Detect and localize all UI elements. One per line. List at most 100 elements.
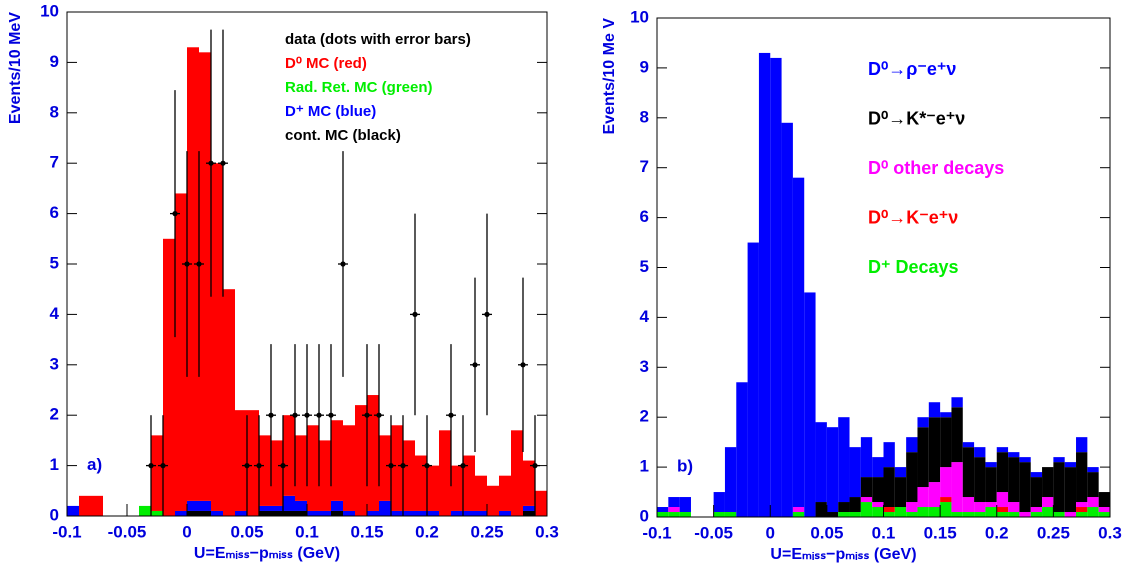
- histogram-bar: [906, 437, 918, 453]
- histogram-bar: [475, 475, 487, 511]
- histogram-bar: [781, 122, 793, 517]
- y-tick-label: 3: [50, 354, 59, 373]
- data-point: [160, 463, 166, 469]
- histogram-bar: [1053, 462, 1065, 513]
- histogram-bar: [1076, 452, 1088, 503]
- histogram-bar: [427, 510, 439, 516]
- histogram-bar: [1008, 457, 1020, 503]
- x-tick-label: 0.25: [1037, 523, 1070, 542]
- x-tick-label: 0.3: [1098, 523, 1122, 542]
- histogram-bar: [883, 507, 895, 513]
- data-point: [220, 160, 226, 166]
- histogram-bar: [951, 462, 963, 513]
- histogram-bar: [1087, 507, 1099, 517]
- histogram-bar: [283, 510, 295, 516]
- histogram-bar: [199, 52, 211, 501]
- histogram-bar: [403, 510, 415, 516]
- histogram-bar: [985, 502, 997, 508]
- histogram-bar: [872, 457, 884, 478]
- histogram-bar: [736, 382, 748, 517]
- histogram-bar: [403, 440, 415, 511]
- histogram-bar: [1064, 512, 1077, 517]
- histogram-bar: [917, 427, 929, 488]
- histogram-bar: [259, 435, 271, 506]
- histogram-bar: [427, 465, 439, 511]
- y-tick-label: 8: [50, 102, 59, 121]
- histogram-bar: [894, 467, 907, 478]
- histogram-bar: [849, 447, 861, 498]
- histogram-bar: [1019, 462, 1031, 513]
- histogram-bar: [668, 507, 680, 513]
- y-tick-label: 1: [640, 457, 649, 476]
- x-tick-label: 0.1: [872, 523, 896, 542]
- histogram-bar: [883, 512, 895, 517]
- histogram-bar: [463, 455, 475, 511]
- histogram-bar: [1008, 502, 1020, 513]
- histogram-bar: [657, 507, 669, 513]
- histogram-bar: [1076, 437, 1088, 453]
- histogram-bar: [295, 500, 307, 511]
- histogram-bar: [331, 420, 343, 501]
- data-point: [196, 261, 202, 267]
- legend-entry: Rad. Ret. MC (green): [285, 79, 433, 96]
- histogram-bar: [451, 510, 463, 516]
- histogram-bar: [917, 487, 929, 508]
- histogram-bar: [951, 512, 963, 517]
- histogram-bar: [770, 57, 782, 518]
- histogram-bar: [940, 497, 952, 503]
- panel-label: b): [677, 457, 693, 476]
- histogram-bar: [187, 47, 199, 501]
- histogram-bar: [747, 242, 759, 518]
- x-tick-label: -0.1: [642, 523, 671, 542]
- histogram-bar: [940, 467, 952, 498]
- histogram-bar: [295, 510, 307, 516]
- histogram-bar: [367, 510, 379, 516]
- legend-entry: D⁺ Decays: [868, 257, 959, 277]
- histogram-bar: [883, 467, 895, 508]
- data-point: [148, 463, 154, 469]
- x-tick-label: -0.05: [694, 523, 733, 542]
- legend-entry: D⁰ other decays: [868, 158, 1004, 178]
- histogram-bar: [679, 512, 691, 517]
- x-tick-label: 0: [766, 523, 775, 542]
- y-tick-label: 2: [50, 405, 59, 424]
- histogram-bar: [343, 510, 355, 516]
- histogram-bar: [391, 425, 403, 511]
- histogram-bar: [79, 495, 91, 516]
- histogram-bar: [415, 510, 427, 516]
- histogram-bar: [974, 512, 986, 517]
- histogram-bar: [1098, 512, 1110, 517]
- histogram-bar: [996, 452, 1009, 493]
- histogram-bar: [1087, 472, 1099, 498]
- panel-label: a): [87, 455, 102, 474]
- y-tick-label: 9: [50, 52, 59, 71]
- legend-entry: D⁰→K*⁻e⁺ν: [868, 108, 965, 128]
- histogram-bar: [259, 505, 271, 511]
- histogram-bar: [724, 447, 737, 513]
- x-tick-label: 0.25: [470, 522, 503, 541]
- x-axis-title: U=Eₘᵢₛₛ−pₘᵢₛₛ (GeV): [194, 545, 340, 562]
- data-point: [328, 412, 334, 418]
- y-tick-label: 5: [640, 257, 649, 276]
- histogram-bar: [1019, 457, 1031, 463]
- histogram-bar: [475, 510, 487, 516]
- x-tick-label: -0.05: [108, 522, 147, 541]
- histogram-bar: [271, 510, 283, 516]
- histogram-bar: [1087, 467, 1099, 473]
- histogram-bar: [1030, 472, 1043, 478]
- histogram-bar: [962, 442, 975, 448]
- histogram-bar: [1042, 467, 1054, 498]
- legend-entry: cont. MC (black): [285, 127, 401, 144]
- histogram-bar: [1042, 507, 1054, 517]
- data-point: [268, 412, 274, 418]
- histogram-bar: [175, 193, 187, 511]
- histogram-bar: [223, 289, 235, 516]
- histogram-bar: [1076, 502, 1088, 508]
- y-tick-label: 4: [640, 307, 650, 326]
- legend-entry: D⁰→ρ⁻e⁺ν: [868, 59, 956, 79]
- histogram-bar: [439, 430, 451, 516]
- x-tick-label: 0.1: [295, 522, 319, 541]
- histogram-bar: [295, 435, 307, 501]
- histogram-bar: [894, 507, 907, 517]
- histogram-bar: [792, 507, 805, 513]
